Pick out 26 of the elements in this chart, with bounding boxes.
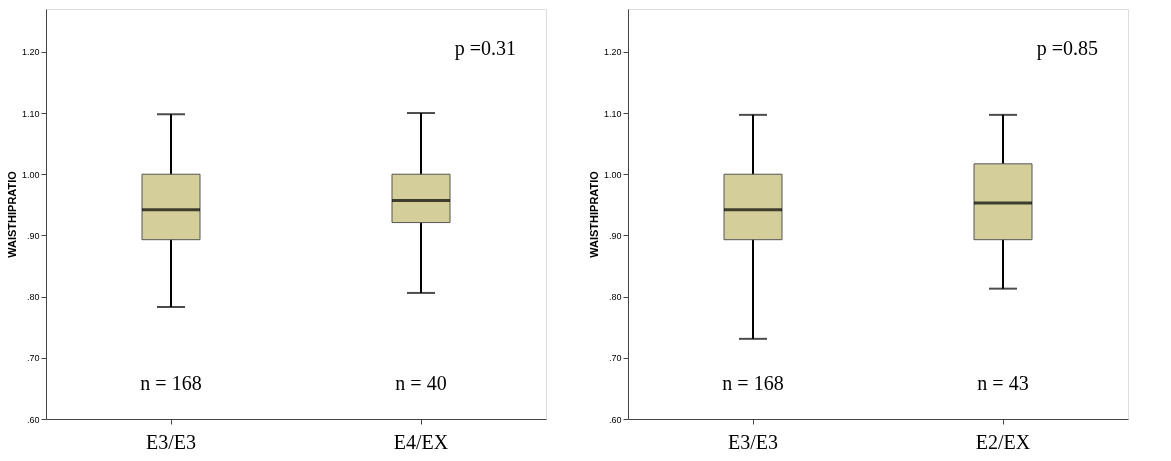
y-tick-label: .80 — [26, 292, 40, 303]
y-tick-label: 1.10 — [21, 108, 40, 119]
y-tick-label: 1.20 — [603, 47, 622, 58]
annotation: n = 40 — [395, 372, 447, 394]
x-tick-label: E3/E3 — [728, 430, 778, 453]
y-tick-label: 1.10 — [603, 108, 622, 119]
annotation: p =0.85 — [1036, 37, 1098, 60]
x-tick-label: E2/EX — [975, 430, 1031, 453]
y-tick-label: .70 — [26, 353, 40, 364]
y-axis-title: WAISTHIPRATIO — [587, 170, 600, 258]
y-tick-label: 1.00 — [21, 169, 40, 180]
y-tick-label: .90 — [608, 230, 622, 241]
x-tick-label: E3/E3 — [146, 430, 196, 453]
y-tick-label: 1.00 — [603, 169, 622, 180]
y-tick-label: .60 — [608, 414, 622, 425]
annotation: n = 43 — [977, 372, 1029, 394]
y-tick-label: .60 — [26, 414, 40, 425]
y-tick-label: .80 — [608, 292, 622, 303]
annotation: p =0.31 — [454, 37, 516, 60]
y-axis-title: WAISTHIPRATIO — [5, 170, 18, 258]
annotation: n = 168 — [722, 372, 784, 394]
annotation: n = 168 — [140, 372, 202, 394]
y-tick-label: 1.20 — [21, 47, 40, 58]
y-tick-label: .70 — [608, 353, 622, 364]
x-tick-label: E4/EX — [393, 430, 449, 453]
y-tick-label: .90 — [26, 230, 40, 241]
